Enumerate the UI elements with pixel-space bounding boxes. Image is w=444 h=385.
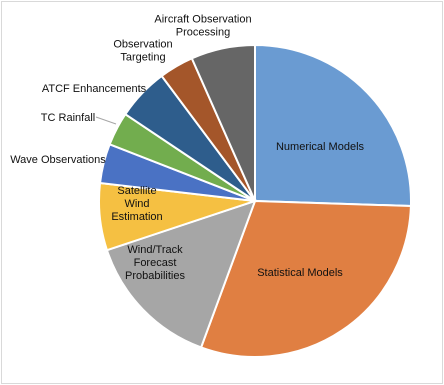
pie-slice-numerical-models — [254, 43, 412, 208]
pie-slice-wind-track-forecast-probabilities — [105, 199, 257, 349]
leader-line-atcf-enhancements — [138, 87, 141, 92]
slice-label-observation-targeting: Observation Targeting — [113, 39, 172, 64]
slice-label-tc-rainfall: TC Rainfall — [41, 112, 95, 124]
pie-slices — [98, 43, 412, 358]
pie-slice-statistical-models — [199, 199, 412, 358]
slice-label-atcf-enhancements: ATCF Enhancements — [42, 83, 147, 95]
slice-label-numerical-models: Numerical Models — [276, 141, 365, 153]
slice-label-wave-observations: Wave Observations — [10, 154, 106, 166]
pie-slice-aircraft-observation-processing — [190, 43, 256, 202]
leader-line-tc-rainfall — [95, 116, 117, 125]
slice-label-satellite-wind-estimation: Satellite Wind Estimation — [111, 185, 162, 223]
slice-label-wind-track-forecast-probabilities: Wind/Track Forecast Probabilities — [125, 244, 185, 282]
leader-lines — [95, 87, 141, 160]
slice-label-statistical-models: Statistical Models — [257, 267, 343, 279]
slice-label-aircraft-observation-processing: Aircraft Observation Processing — [154, 14, 251, 39]
slice-labels: Numerical Models Statistical Models Wind/T… — [10, 14, 364, 283]
